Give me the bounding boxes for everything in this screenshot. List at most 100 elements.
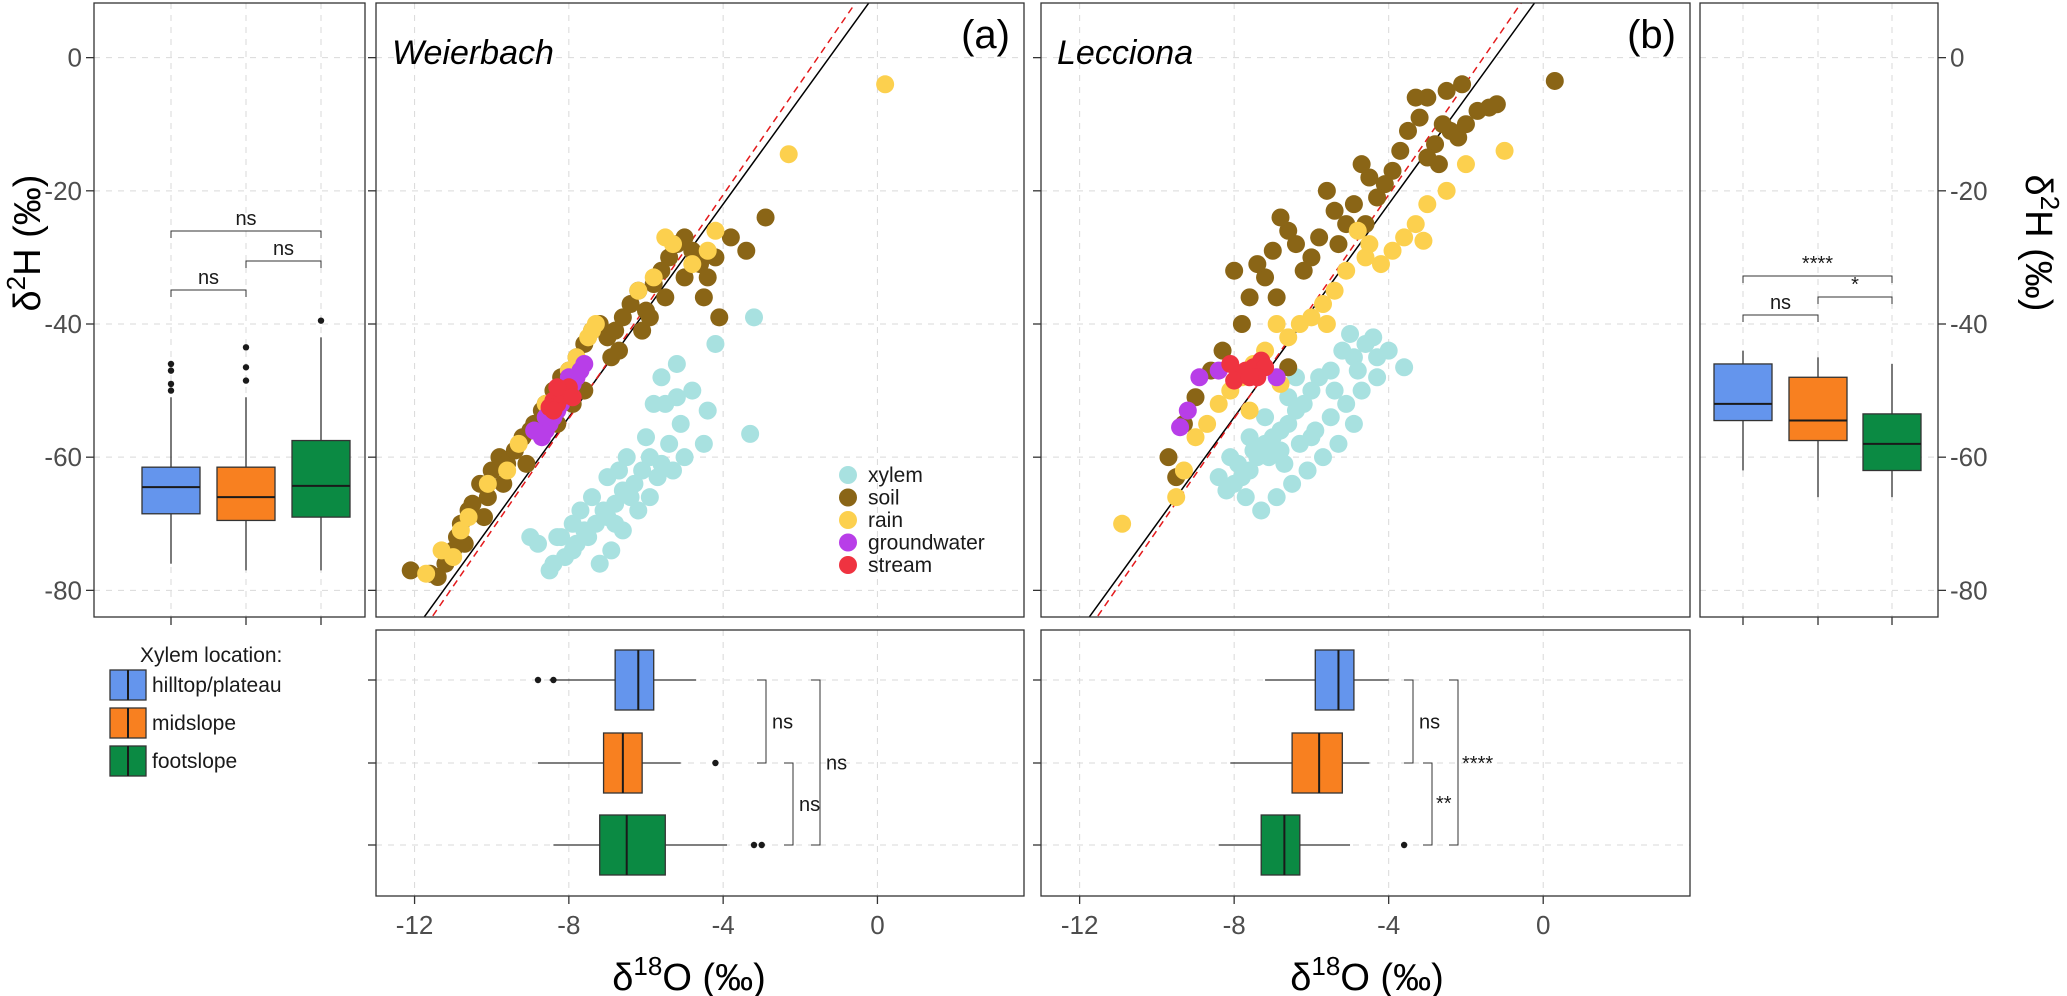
soil-point — [1159, 448, 1178, 467]
soil-point — [1456, 115, 1475, 134]
soil-point — [1213, 341, 1232, 360]
xylem-point — [1325, 381, 1344, 400]
rain-point — [1371, 255, 1390, 274]
legend-label-groundwater: groundwater — [868, 532, 985, 555]
boxplot-panel-frame — [93, 2, 366, 618]
xylem-point — [1341, 324, 1360, 343]
soil-point — [1410, 108, 1429, 127]
series-xylem — [1209, 324, 1414, 520]
series-groundwater — [1171, 361, 1286, 437]
xylem-point — [652, 368, 671, 387]
stream-point — [1225, 371, 1244, 390]
xylem-point — [1368, 368, 1387, 387]
xylem-point — [1240, 428, 1259, 447]
y-tick-label: -60 — [44, 442, 82, 472]
box-iqr — [1314, 649, 1355, 711]
soil-point — [1256, 268, 1275, 287]
outlier-point — [712, 759, 719, 767]
comparison-bracket — [1404, 679, 1414, 764]
outlier-point — [534, 676, 542, 684]
rain-point — [1495, 141, 1514, 160]
xylem-point — [671, 414, 690, 433]
significance-label: ns — [1419, 712, 1440, 734]
soil-point — [1433, 115, 1452, 134]
xylem-point — [594, 501, 613, 520]
rain-point — [1456, 155, 1475, 174]
soil-point — [1263, 241, 1282, 260]
rain-point — [1437, 181, 1456, 200]
local-meteoric-water-line — [1096, 3, 1523, 617]
box-iqr — [1713, 363, 1773, 422]
outlier-point — [167, 380, 175, 388]
xylem-point — [1321, 408, 1340, 427]
xylem-point — [629, 501, 648, 520]
y-tick-label: -20 — [44, 176, 82, 206]
significance-label: ns — [826, 753, 847, 775]
significance-label: ** — [1436, 793, 1452, 815]
x-tick-label: -4 — [712, 910, 735, 940]
xylem-point — [1344, 414, 1363, 433]
xylem-point — [1267, 488, 1286, 507]
legend-label-xylem: xylem — [868, 464, 923, 487]
soil-point — [1352, 155, 1371, 174]
x-axis-title-panel-b: δ18O (‰) — [1290, 951, 1444, 996]
rain-point — [1314, 295, 1333, 314]
box-iqr — [1291, 732, 1343, 794]
hbox-midslope — [1230, 732, 1370, 794]
box-iqr — [1260, 814, 1301, 876]
rain-point — [1209, 394, 1228, 413]
xylem-point — [613, 481, 632, 500]
x-tick-label: -8 — [1223, 910, 1246, 940]
box-iqr — [614, 649, 655, 711]
soil-point — [710, 308, 729, 327]
hbox-hilltop-plateau — [534, 649, 697, 711]
outlier-point — [242, 364, 250, 371]
series-stream — [1221, 351, 1275, 390]
xylem-point — [583, 488, 601, 507]
soil-point — [1248, 255, 1267, 274]
xylem-point — [1217, 481, 1236, 500]
rain-point — [656, 228, 675, 247]
comparison-bracket — [245, 260, 322, 268]
soil-point — [694, 288, 713, 307]
x-tick-label: -12 — [1061, 910, 1099, 940]
scatter-plot-area — [1088, 3, 1564, 617]
soil-point — [1294, 261, 1313, 280]
xylem-point — [1352, 381, 1371, 400]
x-tick-label: -4 — [1377, 910, 1400, 940]
xylem-point — [1337, 394, 1356, 413]
stream-point — [1240, 368, 1259, 387]
legend-key-stream — [839, 556, 857, 574]
significance-label: **** — [1462, 753, 1493, 775]
significance-label: ns — [799, 794, 820, 816]
xylem-point — [1252, 501, 1271, 520]
outlier-point — [1400, 841, 1408, 849]
rain-point — [1418, 195, 1437, 214]
xylem-point — [637, 428, 655, 447]
xylem-point — [1356, 334, 1375, 353]
xylem-point — [1209, 468, 1228, 487]
xylem-point — [683, 381, 702, 400]
comparison-bracket — [757, 679, 767, 764]
outlier-point — [750, 841, 758, 849]
soil-point — [640, 308, 659, 327]
xylem-point — [675, 448, 694, 467]
panel-label: (b) — [1627, 13, 1676, 57]
soil-point — [656, 288, 675, 307]
rain-point — [779, 145, 798, 164]
box-iqr — [141, 466, 201, 515]
xylem-point — [563, 514, 582, 533]
soil-point — [633, 321, 652, 340]
comparison-bracket — [170, 289, 247, 297]
comparison-bracket — [1742, 314, 1819, 322]
series-stream — [540, 378, 582, 420]
soil-point — [1225, 261, 1244, 280]
global-meteoric-water-line — [1088, 3, 1536, 617]
x-tick-label: -12 — [396, 910, 434, 940]
xylem-point — [1302, 428, 1321, 447]
panel-label: (a) — [961, 13, 1010, 57]
boxplot-panel-frame — [1699, 2, 1939, 618]
rain-point — [478, 474, 497, 493]
scatter-panel-frame — [1040, 2, 1691, 618]
xylem-point — [1395, 358, 1414, 377]
